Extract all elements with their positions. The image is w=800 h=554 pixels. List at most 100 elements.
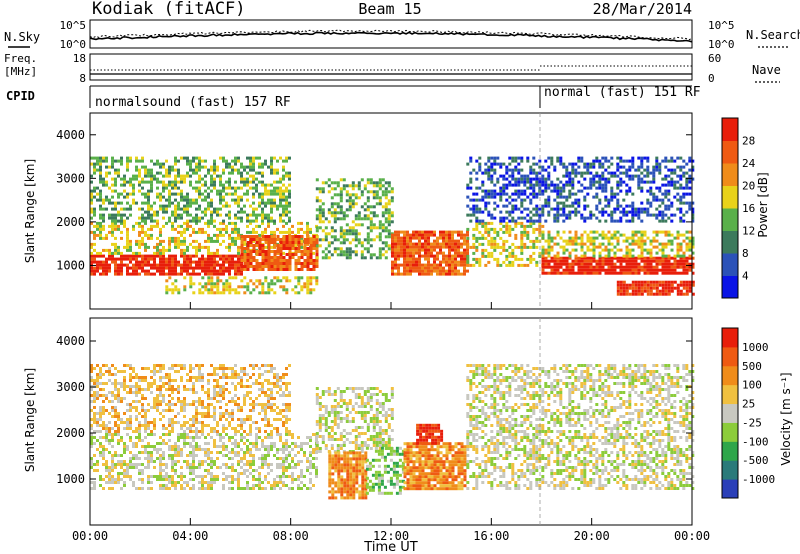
power-cell-b6 <box>403 266 406 270</box>
power-cell-b1 <box>300 242 303 246</box>
velocity-cell-b0 <box>252 442 255 445</box>
power-cell-b2 <box>111 195 114 199</box>
power-cell-b1 <box>108 248 111 252</box>
power-cell-b1 <box>189 233 192 237</box>
velocity-cell-b0 <box>171 481 174 484</box>
power-cell-b9 <box>622 271 626 275</box>
power-cell-b10 <box>556 233 560 237</box>
power-cell-b8 <box>583 216 587 220</box>
velocity-cell-b0 <box>114 466 117 469</box>
power-cell-b2 <box>117 210 120 214</box>
power-cell-b6 <box>445 242 448 246</box>
power-cell-b8 <box>646 201 650 205</box>
power-cell-b5 <box>384 211 388 215</box>
velocity-cell-b0 <box>96 463 99 466</box>
power-cell-b0 <box>93 266 96 270</box>
power-cell-b5 <box>384 250 388 254</box>
velocity-cell-b0 <box>222 436 225 439</box>
power-cell-b4 <box>243 276 247 280</box>
power-cell-b8 <box>583 177 587 181</box>
power-cell-b5 <box>348 205 352 209</box>
velocity-cell-b0 <box>207 463 210 466</box>
power-cell-b5 <box>327 184 331 188</box>
power-cell-b1 <box>228 233 231 237</box>
power-cell-b6 <box>409 248 412 252</box>
velocity-cell-b1 <box>93 430 96 433</box>
power-cell-b0 <box>129 260 132 264</box>
power-cell-b8 <box>481 219 485 223</box>
power-cell-b8 <box>589 210 593 214</box>
power-cell-b2 <box>210 180 213 184</box>
power-cell-b5 <box>321 256 325 260</box>
power-cell-b2 <box>120 159 123 163</box>
power-cell-b6 <box>391 239 394 243</box>
velocity-cell-b0 <box>192 472 195 475</box>
power-cell-b9 <box>586 268 590 272</box>
power-cell-b8 <box>652 177 656 181</box>
velocity-cell-b0 <box>144 445 147 448</box>
velocity-cell-b0 <box>117 433 120 436</box>
velocity-cell-b0 <box>123 460 126 463</box>
power-cell-b8 <box>478 186 482 190</box>
power-cell-b2 <box>147 204 150 208</box>
power-cell-b5 <box>348 253 352 257</box>
power-cell-b2 <box>144 171 147 175</box>
power-cell-b0 <box>186 272 189 276</box>
power-cell-b8 <box>538 207 542 211</box>
power-cell-b2 <box>99 165 102 169</box>
noise-right-tick-top: 10^5 <box>708 19 735 32</box>
power-cell-b9 <box>625 259 629 263</box>
power-cell-b10 <box>655 245 659 249</box>
power-cell-b10 <box>568 254 572 258</box>
velocity-cell-b1 <box>99 409 102 412</box>
power-cell-b1 <box>177 230 180 234</box>
power-cell-b2 <box>99 213 102 217</box>
power-cell-b2 <box>126 168 129 172</box>
power-cell-b1 <box>219 233 222 237</box>
power-cell-b11 <box>652 280 656 284</box>
power-cell-b0 <box>141 266 144 270</box>
power-cell-b2 <box>258 195 261 199</box>
power-cell-b2 <box>171 183 174 187</box>
power-cell-b10 <box>544 251 548 255</box>
power-cell-b3 <box>294 235 298 238</box>
velocity-cell-b0 <box>192 463 195 466</box>
power-cell-b8 <box>556 216 560 220</box>
power-cell-b8 <box>595 216 599 220</box>
power-cell-b10 <box>610 242 614 246</box>
power-cell-b7 <box>514 224 518 228</box>
power-cell-b2 <box>261 198 264 202</box>
power-cell-b0 <box>204 272 207 276</box>
power-cell-b4 <box>177 291 181 295</box>
power-cell-b1 <box>207 251 210 255</box>
power-cell-b10 <box>610 233 614 237</box>
power-cell-b9 <box>601 262 605 266</box>
power-cell-b3 <box>306 256 310 259</box>
power-cell-b6 <box>463 272 466 276</box>
velocity-cell-b0 <box>99 442 102 445</box>
power-cell-b8 <box>553 219 557 223</box>
power-cell-b9 <box>610 262 614 266</box>
power-cell-b8 <box>622 159 626 163</box>
power-cell-b2 <box>138 207 141 211</box>
velocity-cell-b1 <box>99 415 102 418</box>
power-cell-b8 <box>493 168 497 172</box>
power-cell-b10 <box>637 230 641 234</box>
power-cell-b8 <box>622 213 626 217</box>
velocity-cell-b0 <box>207 481 210 484</box>
power-cell-b9 <box>604 271 608 275</box>
power-cell-b11 <box>619 283 623 287</box>
power-cell-b2 <box>270 189 273 193</box>
power-cell-b8 <box>607 177 611 181</box>
power-cell-b1 <box>258 224 261 228</box>
velocity-cell-b0 <box>111 475 114 478</box>
power-cell-b7 <box>532 245 536 249</box>
power-cell-b2 <box>102 159 105 163</box>
power-cell-b6 <box>457 269 460 273</box>
power-cell-b8 <box>514 198 518 202</box>
power-cell-b0 <box>147 254 150 258</box>
power-cell-b2 <box>258 171 261 175</box>
power-cell-b8 <box>598 162 602 166</box>
power-cell-b9 <box>577 271 581 275</box>
power-cell-b8 <box>547 183 551 187</box>
